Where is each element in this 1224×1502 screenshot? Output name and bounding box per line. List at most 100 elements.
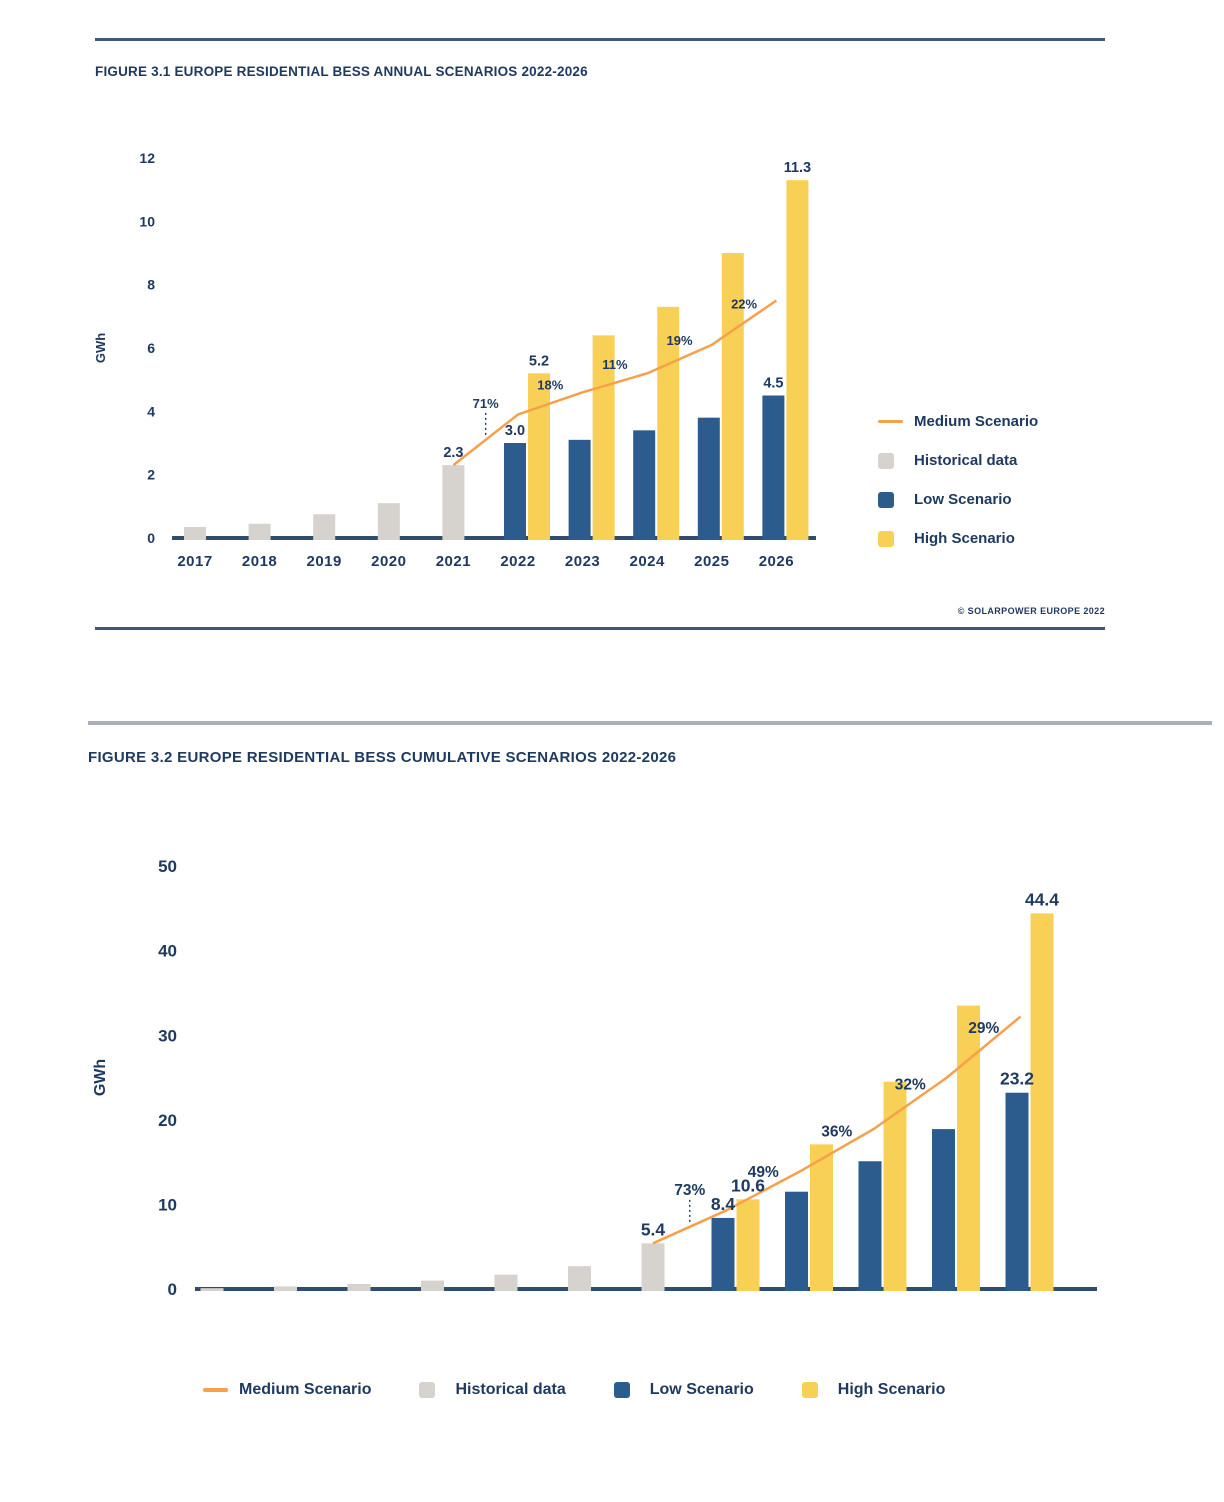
growth-label-29%: 29% — [968, 1020, 999, 1037]
bar-low-2023 — [785, 1191, 808, 1291]
x-tick-2017: 2017 — [177, 553, 212, 570]
legend-label: Low Scenario — [914, 491, 1012, 508]
bar-high-2025 — [721, 253, 744, 540]
figure1-bottom-rule — [95, 627, 1105, 630]
historical-swatch-icon — [419, 1382, 446, 1398]
value-label-3.0: 3.0 — [505, 423, 525, 439]
bar-low-2022 — [711, 1217, 735, 1291]
legend-item-medium-scenario: Medium Scenario — [203, 1381, 371, 1399]
legend-item-historical-data: Historical data — [419, 1381, 566, 1399]
bar-low-2026 — [1005, 1092, 1029, 1291]
x-tick-2024: 2024 — [630, 553, 666, 570]
bar-high-2025 — [957, 1005, 980, 1291]
value-label-5.4: 5.4 — [641, 1219, 666, 1239]
bar-historical-2019 — [494, 1274, 518, 1291]
high-scenario-swatch-icon — [878, 530, 905, 547]
value-label-11.3: 11.3 — [784, 160, 811, 176]
figure1-top-rule — [95, 38, 1105, 41]
figure2-title: FIGURE 3.2 EUROPE RESIDENTIAL BESS CUMUL… — [88, 749, 677, 766]
bar-low-2024 — [858, 1161, 882, 1291]
figure2-legend: Medium Scenario Historical data Low Scen… — [203, 1381, 993, 1399]
figure1-legend: Medium Scenario Historical data Low Scen… — [878, 402, 1038, 558]
copyright-note: © SOLARPOWER EUROPE 2022 — [957, 606, 1105, 616]
y-tick-30: 30 — [158, 1026, 177, 1045]
bar-historical-2015 — [200, 1288, 224, 1291]
value-label-8.4: 8.4 — [711, 1194, 736, 1214]
bar-low-2023 — [568, 439, 591, 540]
high-scenario-swatch-icon — [801, 1382, 829, 1398]
value-label-23.2: 23.2 — [1000, 1069, 1034, 1089]
figure1-title: FIGURE 3.1 EUROPE RESIDENTIAL BESS ANNUA… — [95, 64, 588, 79]
legend-label: Medium Scenario — [914, 413, 1039, 430]
bar-historical-2016 — [274, 1286, 297, 1291]
bar-high-2022 — [528, 373, 550, 540]
bar-high-2022 — [736, 1199, 760, 1291]
y-tick-0: 0 — [147, 530, 155, 546]
y-tick-2: 2 — [147, 467, 155, 483]
value-label-44.4: 44.4 — [1025, 889, 1059, 909]
y-tick-10: 10 — [158, 1196, 177, 1215]
legend-item-low-scenario: Low Scenario — [613, 1381, 754, 1399]
low-scenario-swatch-icon — [878, 491, 905, 508]
bar-low-2024 — [633, 430, 656, 540]
bar-historical-2019 — [313, 514, 336, 540]
legend-label: Historical data — [914, 452, 1018, 469]
x-tick-2021: 2021 — [436, 553, 471, 570]
bar-high-2023 — [810, 1144, 833, 1291]
medium-scenario-line-icon — [878, 419, 905, 424]
bar-high-2024 — [883, 1081, 907, 1291]
x-tick-2025: 2025 — [694, 553, 729, 570]
x-tick-2026: 2026 — [759, 553, 794, 570]
bar-historical-2020 — [568, 1266, 591, 1291]
y-tick-0: 0 — [168, 1280, 177, 1299]
historical-swatch-icon — [878, 452, 905, 469]
growth-label-49%: 49% — [748, 1164, 779, 1181]
bar-historical-2021 — [641, 1243, 665, 1291]
x-tick-2019: 2019 — [307, 553, 342, 570]
bar-low-2025 — [697, 417, 720, 540]
growth-label-36%: 36% — [821, 1123, 852, 1140]
bar-historical-2017 — [347, 1283, 371, 1291]
legend-label: Medium Scenario — [239, 1381, 372, 1398]
bar-historical-2021 — [442, 465, 465, 540]
value-label-5.2: 5.2 — [529, 353, 549, 369]
x-tick-2020: 2020 — [371, 553, 406, 570]
growth-label-32%: 32% — [895, 1076, 926, 1093]
y-tick-12: 12 — [139, 150, 155, 166]
legend-item-medium-scenario: Medium Scenario — [878, 402, 1038, 441]
figure2-top-rule — [88, 721, 1212, 725]
bar-historical-2018 — [248, 523, 271, 540]
legend-item-historical-data: Historical data — [878, 441, 1038, 480]
bar-low-2022 — [504, 443, 526, 540]
bar-low-2025 — [932, 1129, 955, 1291]
growth-label-19%: 19% — [666, 333, 692, 348]
y-tick-6: 6 — [147, 340, 155, 356]
legend-label: Low Scenario — [649, 1381, 754, 1398]
legend-label: High Scenario — [837, 1381, 946, 1398]
figure1-chart: 0 2 4 6 8 10 12 GWh 71% 18% 11% 19% 22% 2.3 3.0 5.2 4.5 1… — [93, 150, 816, 570]
growth-label-11%: 11% — [602, 357, 628, 372]
medium-scenario-line — [652, 1015, 1022, 1245]
medium-scenario-line — [452, 299, 778, 467]
y-tick-4: 4 — [147, 403, 155, 419]
legend-item-high-scenario: High Scenario — [878, 519, 1038, 558]
value-label-10.6: 10.6 — [731, 1175, 765, 1195]
growth-label-73%: 73% — [674, 1182, 705, 1199]
x-tick-2023: 2023 — [565, 553, 600, 570]
y-tick-8: 8 — [147, 277, 155, 293]
legend-label: Historical data — [455, 1381, 566, 1398]
y-tick-50: 50 — [158, 857, 177, 876]
bar-high-2026 — [786, 180, 809, 540]
bar-historical-2017 — [184, 526, 206, 540]
value-label-4.5: 4.5 — [763, 376, 783, 392]
x-tick-2018: 2018 — [242, 553, 277, 570]
bar-high-2024 — [657, 306, 680, 540]
legend-item-high-scenario: High Scenario — [801, 1381, 946, 1399]
growth-label-18%: 18% — [537, 377, 563, 392]
x-tick-2022: 2022 — [500, 553, 535, 570]
y-axis-label: GWh — [92, 1059, 109, 1096]
low-scenario-swatch-icon — [613, 1382, 641, 1398]
bar-historical-2018 — [421, 1280, 444, 1291]
y-tick-10: 10 — [139, 213, 155, 229]
